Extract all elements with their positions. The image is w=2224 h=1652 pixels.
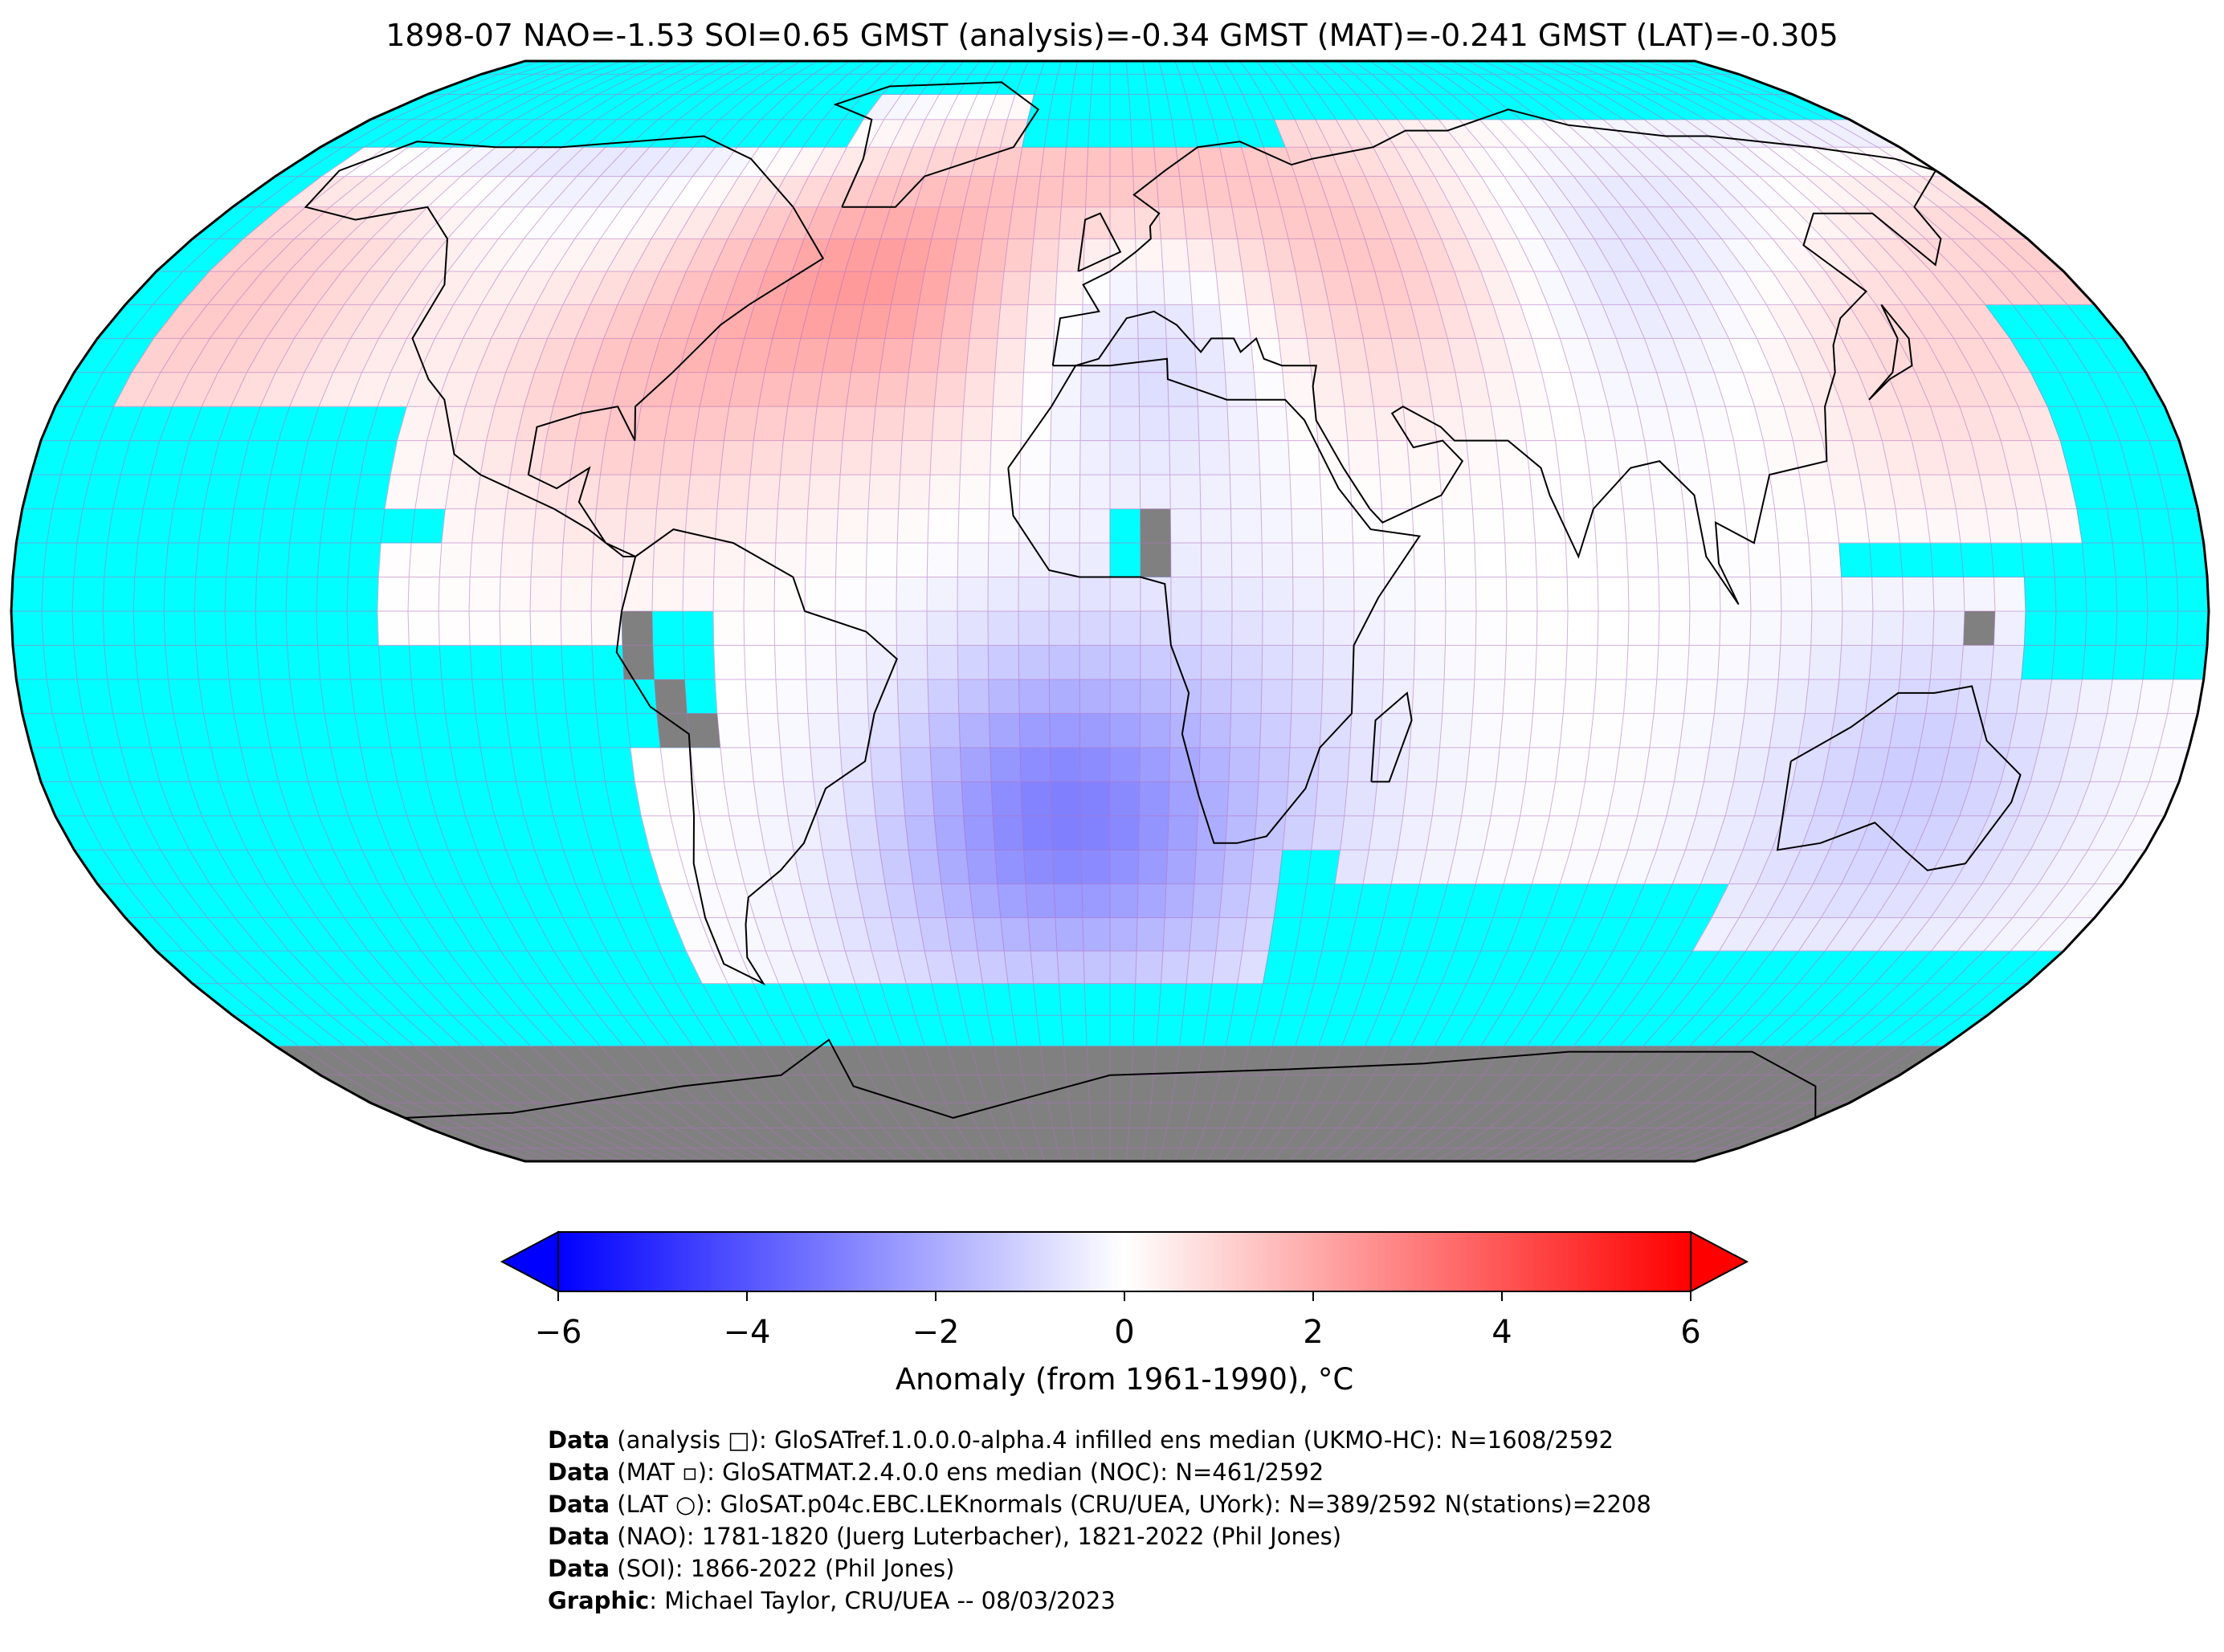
credit-heading: Data xyxy=(548,1523,610,1550)
colorbar-gradient xyxy=(557,1231,1691,1292)
credit-heading: Data xyxy=(548,1458,610,1486)
credits-block: Data (analysis □): GloSATref.1.0.0.0-alp… xyxy=(548,1424,1651,1617)
credit-line: Data (analysis □): GloSATref.1.0.0.0-alp… xyxy=(548,1424,1651,1456)
world-map xyxy=(10,59,2210,1163)
colorbar: −6 −4 −2 0 2 4 6 Anomaly (from 1961-1990), °C xyxy=(500,1230,1749,1397)
credit-line: Data (NAO): 1781-1820 (Juerg Luterbacher… xyxy=(548,1520,1651,1552)
credit-heading: Graphic xyxy=(548,1587,650,1614)
colorbar-label: Anomaly (from 1961-1990), °C xyxy=(896,1362,1353,1397)
credit-text: (MAT ▫): GloSATMAT.2.4.0.0 ens median (N… xyxy=(610,1458,1324,1486)
colorbar-tick-label: −2 xyxy=(912,1314,960,1351)
credit-heading: Data xyxy=(548,1426,610,1454)
colorbar-extend-low xyxy=(500,1230,559,1293)
credit-text: (SOI): 1866-2022 (Phil Jones) xyxy=(610,1555,955,1582)
colorbar-extend-high xyxy=(1690,1230,1749,1293)
credit-line: Data (MAT ▫): GloSATMAT.2.4.0.0 ens medi… xyxy=(548,1456,1651,1488)
colorbar-tick-label: 4 xyxy=(1492,1314,1512,1351)
credit-text: : Michael Taylor, CRU/UEA -- 08/03/2023 xyxy=(649,1587,1116,1614)
page-title: 1898-07 NAO=-1.53 SOI=0.65 GMST (analysi… xyxy=(386,18,1838,53)
credit-text: (analysis □): GloSATref.1.0.0.0-alpha.4 … xyxy=(610,1426,1614,1454)
colorbar-tick-label: −6 xyxy=(535,1314,582,1351)
credit-line: Graphic: Michael Taylor, CRU/UEA -- 08/0… xyxy=(548,1585,1651,1617)
colorbar-tick-label: −4 xyxy=(724,1314,771,1351)
colorbar-tick-label: 0 xyxy=(1114,1314,1134,1351)
credit-text: (NAO): 1781-1820 (Juerg Luterbacher), 18… xyxy=(610,1523,1342,1550)
credit-line: Data (SOI): 1866-2022 (Phil Jones) xyxy=(548,1552,1651,1585)
colorbar-tick-label: 2 xyxy=(1303,1314,1323,1351)
credit-line: Data (LAT ○): GloSAT.p04c.EBC.LEKnormals… xyxy=(548,1488,1651,1520)
colorbar-tick-label: 6 xyxy=(1680,1314,1700,1351)
credit-heading: Data xyxy=(548,1491,610,1518)
credit-text: (LAT ○): GloSAT.p04c.EBC.LEKnormals (CRU… xyxy=(610,1491,1651,1518)
credit-heading: Data xyxy=(548,1555,610,1582)
colorbar-ticks: −6 −4 −2 0 2 4 6 xyxy=(535,1291,1701,1351)
